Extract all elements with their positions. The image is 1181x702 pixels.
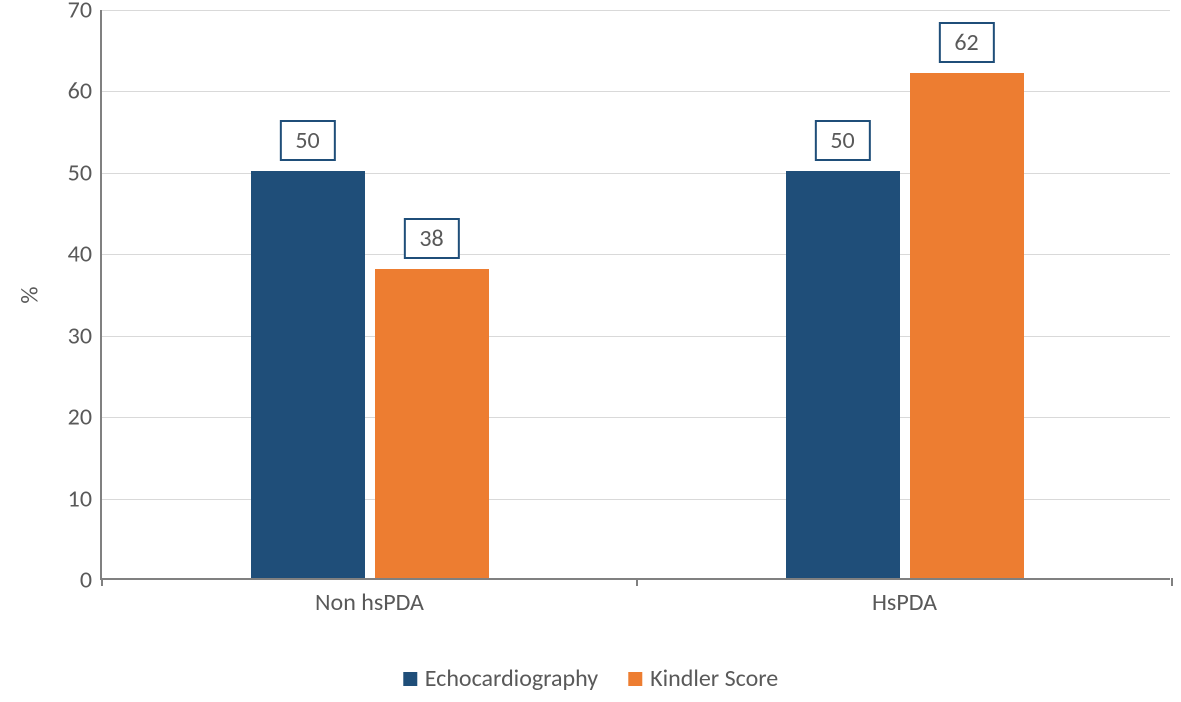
y-tick-label: 50 — [68, 158, 102, 187]
y-tick-label: 70 — [68, 0, 102, 25]
legend-label: Kindler Score — [650, 664, 778, 693]
bar — [910, 73, 1024, 578]
bar — [375, 269, 489, 578]
x-category-label: Non hsPDA — [315, 578, 424, 617]
x-tick-mark — [1171, 578, 1173, 586]
x-tick-mark — [101, 578, 103, 586]
legend-swatch — [628, 672, 642, 686]
bar — [251, 171, 365, 578]
legend-swatch — [403, 672, 417, 686]
y-axis-title: % — [16, 286, 45, 303]
data-label: 62 — [938, 22, 994, 63]
data-label: 38 — [403, 218, 459, 259]
plot-area: 0102030405060705038Non hsPDA5062HsPDA — [100, 10, 1170, 580]
legend-item: Kindler Score — [628, 664, 778, 693]
legend-label: Echocardiography — [425, 664, 598, 693]
x-tick-mark — [636, 578, 638, 586]
y-tick-label: 10 — [68, 484, 102, 513]
data-label: 50 — [814, 120, 870, 161]
x-category-label: HsPDA — [872, 578, 937, 617]
legend: Echocardiography Kindler Score — [403, 664, 778, 693]
y-tick-label: 60 — [68, 77, 102, 106]
y-tick-label: 30 — [68, 321, 102, 350]
data-label: 50 — [279, 120, 335, 161]
legend-item: Echocardiography — [403, 664, 598, 693]
y-tick-label: 40 — [68, 240, 102, 269]
grid-line — [102, 10, 1170, 11]
bar — [786, 171, 900, 578]
chart-container: 0102030405060705038Non hsPDA5062HsPDA % … — [0, 0, 1181, 702]
y-tick-label: 0 — [80, 566, 102, 595]
y-tick-label: 20 — [68, 403, 102, 432]
